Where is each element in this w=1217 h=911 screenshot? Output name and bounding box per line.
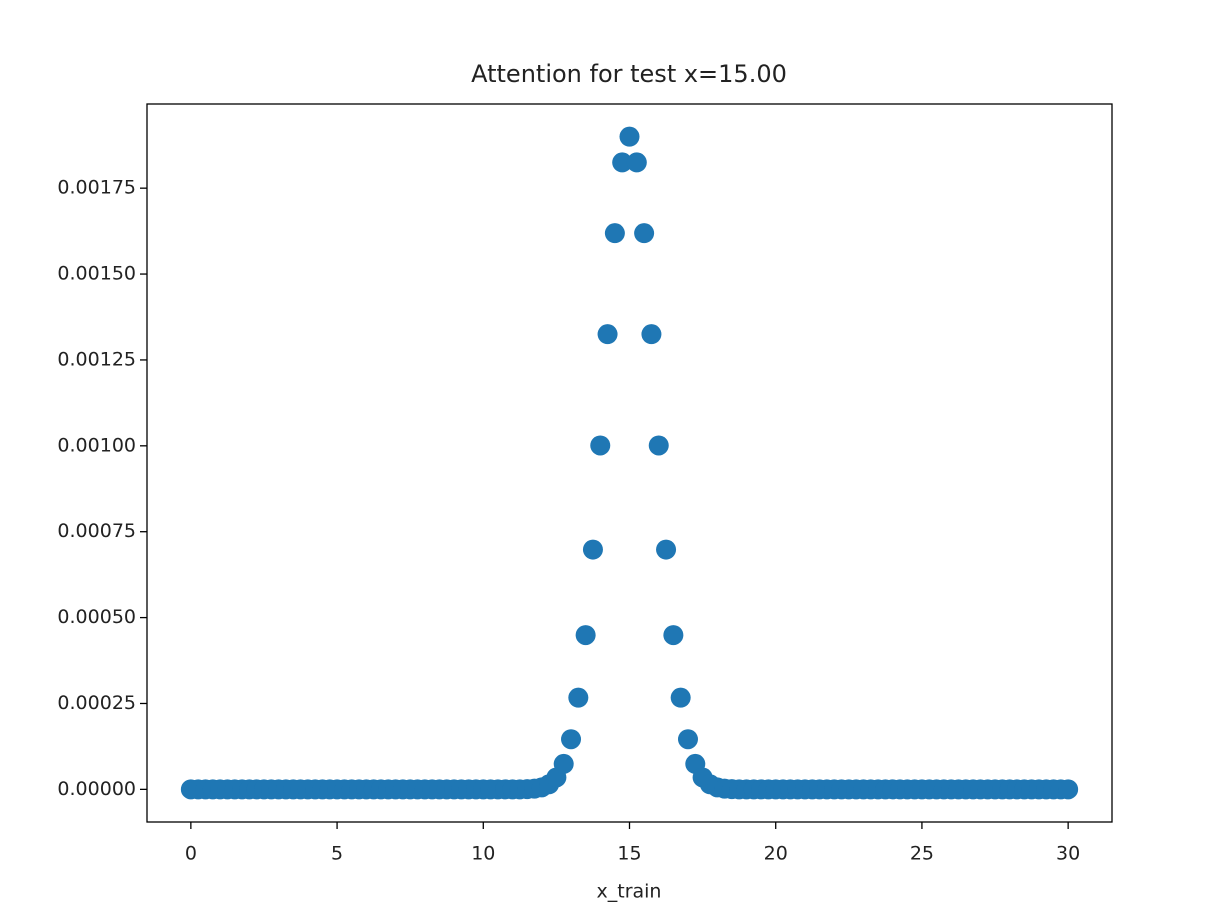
y-tick-label: 0.00025 — [57, 692, 136, 714]
point — [597, 324, 618, 345]
point — [582, 539, 603, 560]
point — [604, 223, 625, 244]
point — [612, 152, 633, 173]
point — [590, 435, 611, 456]
y-tick-label: 0.00050 — [57, 606, 136, 628]
x-tick-label: 5 — [331, 843, 343, 865]
y-tick-label: 0.00150 — [57, 263, 136, 285]
point — [670, 687, 691, 708]
point — [648, 435, 669, 456]
point — [1058, 779, 1079, 800]
x-axis-label: x_train — [597, 881, 662, 903]
point — [553, 753, 574, 774]
point — [656, 539, 677, 560]
chart-title: Attention for test x=15.00 — [471, 60, 787, 88]
x-tick-label: 25 — [910, 843, 934, 865]
x-tick-label: 15 — [617, 843, 641, 865]
y-tick-label: 0.00175 — [57, 177, 136, 199]
y-tick-label: 0.00000 — [57, 778, 136, 800]
point — [634, 223, 655, 244]
y-tick-label: 0.00075 — [57, 520, 136, 542]
x-tick-label: 20 — [764, 843, 788, 865]
point — [619, 126, 640, 147]
plot-frame — [146, 103, 1113, 823]
y-tick-label: 0.00125 — [57, 348, 136, 370]
point — [575, 625, 596, 646]
x-tick-label: 10 — [471, 843, 495, 865]
x-tick-label: 30 — [1056, 843, 1080, 865]
point — [561, 729, 582, 750]
point — [641, 324, 662, 345]
point — [663, 625, 684, 646]
point — [626, 152, 647, 173]
y-tick-label: 0.00100 — [57, 434, 136, 456]
point — [677, 729, 698, 750]
point — [568, 687, 589, 708]
x-tick-label: 0 — [185, 843, 197, 865]
